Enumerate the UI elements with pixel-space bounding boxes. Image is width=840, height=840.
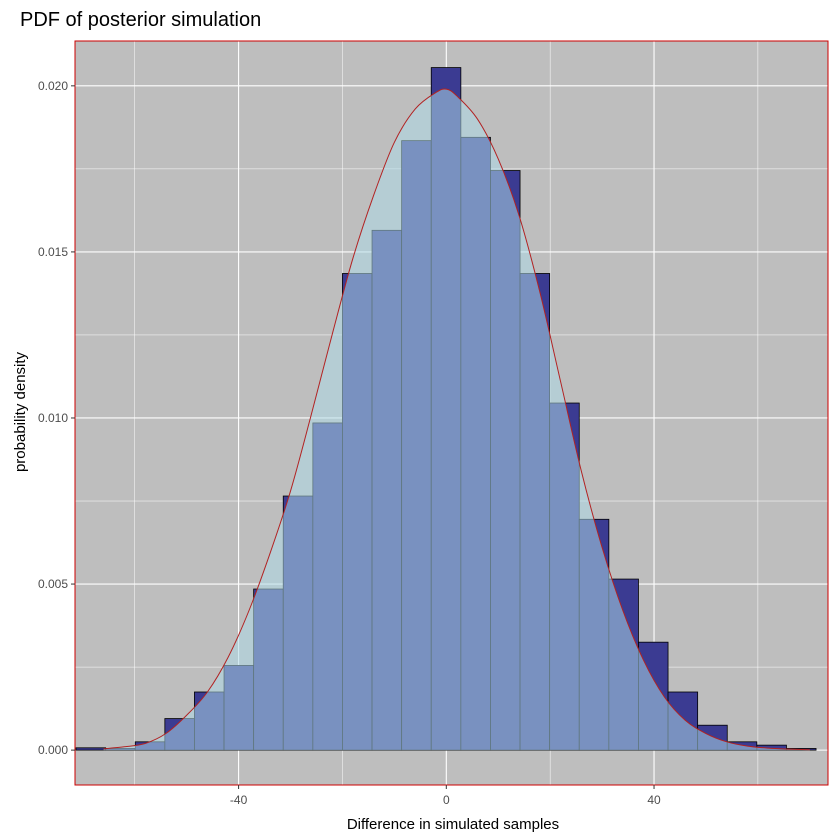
x-tick-label: 0: [443, 793, 450, 807]
y-tick-label: 0.010: [38, 411, 68, 425]
x-tick-label: 40: [647, 793, 661, 807]
histogram-bar: [75, 747, 107, 751]
chart-title: PDF of posterior simulation: [20, 9, 261, 31]
x-axis-ticks: -40 0 40: [230, 785, 661, 807]
y-axis-ticks: 0.000 0.005 0.010 0.015 0.020: [38, 79, 75, 757]
y-axis-title: probability density: [12, 351, 29, 472]
x-axis-title: Difference in simulated samples: [347, 816, 559, 833]
y-tick-label: 0.020: [38, 79, 68, 93]
density-area: [103, 88, 810, 751]
y-tick-label: 0.000: [38, 743, 68, 757]
y-tick-label: 0.015: [38, 245, 68, 259]
plot-panel-border: [74, 40, 829, 786]
y-tick-label: 0.005: [38, 577, 68, 591]
density-curve: [103, 88, 810, 751]
x-tick-label: -40: [230, 793, 248, 807]
